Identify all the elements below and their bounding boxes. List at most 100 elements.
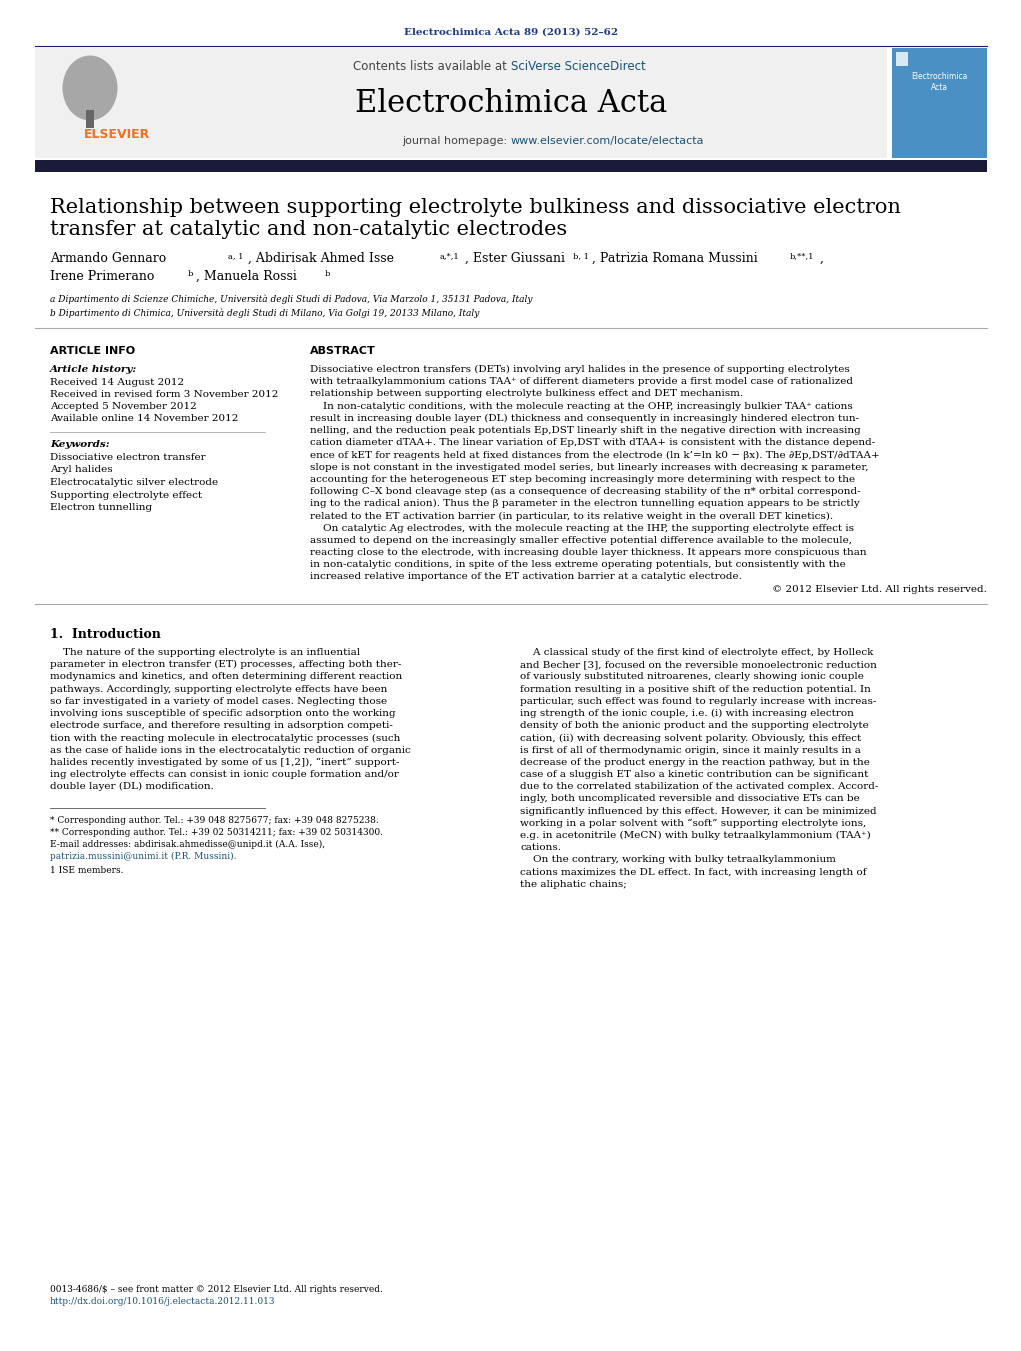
Text: A classical study of the first kind of electrolyte effect, by Holleck: A classical study of the first kind of e…: [520, 648, 873, 657]
Text: pathways. Accordingly, supporting electrolyte effects have been: pathways. Accordingly, supporting electr…: [50, 685, 387, 693]
Text: Article history:: Article history:: [50, 365, 137, 374]
Text: Received in revised form 3 November 2012: Received in revised form 3 November 2012: [50, 390, 279, 399]
Text: cations maximizes the DL effect. In fact, with increasing length of: cations maximizes the DL effect. In fact…: [520, 867, 867, 877]
Text: following C–X bond cleavage step (as a consequence of decreasing stability of th: following C–X bond cleavage step (as a c…: [310, 486, 861, 496]
Text: particular, such effect was found to regularly increase with increas-: particular, such effect was found to reg…: [520, 697, 876, 705]
Text: Keywords:: Keywords:: [50, 440, 109, 449]
Text: cations.: cations.: [520, 843, 561, 852]
Text: assumed to depend on the increasingly smaller effective potential difference ava: assumed to depend on the increasingly sm…: [310, 536, 852, 544]
Text: modynamics and kinetics, and often determining different reaction: modynamics and kinetics, and often deter…: [50, 673, 402, 681]
Text: Electron tunnelling: Electron tunnelling: [50, 503, 152, 512]
Text: ** Corresponding author. Tel.: +39 02 50314211; fax: +39 02 50314300.: ** Corresponding author. Tel.: +39 02 50…: [50, 828, 383, 838]
Text: Supporting electrolyte effect: Supporting electrolyte effect: [50, 490, 202, 500]
Text: b,**,1: b,**,1: [790, 253, 815, 259]
Text: , Patrizia Romana Mussini: , Patrizia Romana Mussini: [592, 253, 758, 265]
Text: result in increasing double layer (DL) thickness and consequently in increasingl: result in increasing double layer (DL) t…: [310, 413, 859, 423]
Text: ARTICLE INFO: ARTICLE INFO: [50, 346, 135, 357]
Text: as the case of halide ions in the electrocatalytic reduction of organic: as the case of halide ions in the electr…: [50, 746, 410, 755]
Text: patrizia.mussini@unimi.it (P.R. Mussini).: patrizia.mussini@unimi.it (P.R. Mussini)…: [50, 852, 237, 861]
Text: and Becher [3], focused on the reversible monoelectronic reduction: and Becher [3], focused on the reversibl…: [520, 661, 877, 669]
Text: transfer at catalytic and non-catalytic electrodes: transfer at catalytic and non-catalytic …: [50, 220, 568, 239]
Text: halides recently investigated by some of us [1,2]), “inert” support-: halides recently investigated by some of…: [50, 758, 399, 767]
Text: significantly influenced by this effect. However, it can be minimized: significantly influenced by this effect.…: [520, 807, 877, 816]
Text: www.elsevier.com/locate/electacta: www.elsevier.com/locate/electacta: [510, 136, 704, 146]
FancyBboxPatch shape: [35, 49, 887, 158]
Text: Electrochimica Acta 89 (2013) 52–62: Electrochimica Acta 89 (2013) 52–62: [404, 28, 618, 36]
Text: increased relative importance of the ET activation barrier at a catalytic electr: increased relative importance of the ET …: [310, 573, 742, 581]
Text: Dissociative electron transfers (DETs) involving aryl halides in the presence of: Dissociative electron transfers (DETs) i…: [310, 365, 849, 374]
Text: a Dipartimento di Scienze Chimiche, Università degli Studi di Padova, Via Marzol: a Dipartimento di Scienze Chimiche, Univ…: [50, 295, 533, 304]
Text: b, 1: b, 1: [573, 253, 589, 259]
Text: related to the ET activation barrier (in particular, to its relative weight in t: related to the ET activation barrier (in…: [310, 512, 833, 520]
Text: The nature of the supporting electrolyte is an influential: The nature of the supporting electrolyte…: [50, 648, 360, 657]
Text: On catalytic Ag electrodes, with the molecule reacting at the IHP, the supportin: On catalytic Ag electrodes, with the mol…: [310, 524, 854, 532]
Text: Electrocatalytic silver electrode: Electrocatalytic silver electrode: [50, 478, 218, 486]
Text: 1 ISE members.: 1 ISE members.: [50, 866, 124, 875]
FancyBboxPatch shape: [38, 51, 196, 153]
Text: Available online 14 November 2012: Available online 14 November 2012: [50, 413, 238, 423]
Text: Dissociative electron transfer: Dissociative electron transfer: [50, 453, 205, 462]
Text: slope is not constant in the investigated model series, but linearly increases w: slope is not constant in the investigate…: [310, 462, 869, 471]
Text: On the contrary, working with bulky tetraalkylammonium: On the contrary, working with bulky tetr…: [520, 855, 836, 865]
Text: 0013-4686/$ – see front matter © 2012 Elsevier Ltd. All rights reserved.: 0013-4686/$ – see front matter © 2012 El…: [50, 1285, 383, 1294]
Text: the aliphatic chains;: the aliphatic chains;: [520, 880, 627, 889]
Text: ing to the radical anion). Thus the β parameter in the electron tunnelling equat: ing to the radical anion). Thus the β pa…: [310, 500, 860, 508]
Text: electrode surface, and therefore resulting in adsorption competi-: electrode surface, and therefore resulti…: [50, 721, 393, 730]
Text: decrease of the product energy in the reaction pathway, but in the: decrease of the product energy in the re…: [520, 758, 870, 767]
Text: ELSEVIER: ELSEVIER: [84, 128, 150, 141]
Text: e.g. in acetonitrile (MeCN) with bulky tetraalkylammonium (TAA⁺): e.g. in acetonitrile (MeCN) with bulky t…: [520, 831, 871, 840]
Text: * Corresponding author. Tel.: +39 048 8275677; fax: +39 048 8275238.: * Corresponding author. Tel.: +39 048 82…: [50, 816, 379, 825]
Text: of variously substituted nitroarenes, clearly showing ionic couple: of variously substituted nitroarenes, cl…: [520, 673, 864, 681]
Text: SciVerse ScienceDirect: SciVerse ScienceDirect: [510, 59, 645, 73]
Text: ABSTRACT: ABSTRACT: [310, 346, 376, 357]
Text: , Manuela Rossi: , Manuela Rossi: [196, 270, 297, 282]
FancyBboxPatch shape: [35, 159, 987, 172]
Text: accounting for the heterogeneous ET step becoming increasingly more determining : accounting for the heterogeneous ET step…: [310, 474, 856, 484]
Ellipse shape: [62, 55, 117, 120]
Text: Armando Gennaro: Armando Gennaro: [50, 253, 166, 265]
Text: Electrochimica Acta: Electrochimica Acta: [355, 88, 667, 119]
Text: 1.  Introduction: 1. Introduction: [50, 628, 161, 640]
Text: is first of all of thermodynamic origin, since it mainly results in a: is first of all of thermodynamic origin,…: [520, 746, 861, 755]
Text: , Ester Giussani: , Ester Giussani: [465, 253, 565, 265]
Text: cation, (ii) with decreasing solvent polarity. Obviously, this effect: cation, (ii) with decreasing solvent pol…: [520, 734, 862, 743]
Text: b Dipartimento di Chimica, Università degli Studi di Milano, Via Golgi 19, 20133: b Dipartimento di Chimica, Università de…: [50, 309, 480, 319]
Text: in non-catalytic conditions, in spite of the less extreme operating potentials, : in non-catalytic conditions, in spite of…: [310, 561, 845, 569]
Text: Relationship between supporting electrolyte bulkiness and dissociative electron: Relationship between supporting electrol…: [50, 199, 901, 218]
Text: © 2012 Elsevier Ltd. All rights reserved.: © 2012 Elsevier Ltd. All rights reserved…: [772, 585, 987, 593]
Text: a, 1: a, 1: [228, 253, 243, 259]
Text: http://dx.doi.org/10.1016/j.electacta.2012.11.013: http://dx.doi.org/10.1016/j.electacta.20…: [50, 1297, 276, 1306]
Text: cation diameter dTAA+. The linear variation of Ep,DST with dTAA+ is consistent w: cation diameter dTAA+. The linear variat…: [310, 438, 875, 447]
Text: reacting close to the electrode, with increasing double layer thickness. It appe: reacting close to the electrode, with in…: [310, 549, 867, 557]
Text: a,*,1: a,*,1: [440, 253, 459, 259]
Text: working in a polar solvent with “soft” supporting electrolyte ions,: working in a polar solvent with “soft” s…: [520, 819, 866, 828]
Text: ,: ,: [820, 253, 824, 265]
Text: Aryl halides: Aryl halides: [50, 466, 112, 474]
FancyBboxPatch shape: [896, 51, 908, 66]
Text: tion with the reacting molecule in electrocatalytic processes (such: tion with the reacting molecule in elect…: [50, 734, 400, 743]
Text: case of a sluggish ET also a kinetic contribution can be significant: case of a sluggish ET also a kinetic con…: [520, 770, 869, 780]
FancyBboxPatch shape: [86, 109, 94, 128]
Text: Contents lists available at: Contents lists available at: [353, 59, 510, 73]
Text: Electrochimica
Acta: Electrochimica Acta: [911, 72, 967, 92]
Text: ingly, both uncomplicated reversible and dissociative ETs can be: ingly, both uncomplicated reversible and…: [520, 794, 860, 804]
Text: b: b: [325, 270, 331, 278]
Text: formation resulting in a positive shift of the reduction potential. In: formation resulting in a positive shift …: [520, 685, 871, 693]
Text: ing electrolyte effects can consist in ionic couple formation and/or: ing electrolyte effects can consist in i…: [50, 770, 399, 780]
Text: Accepted 5 November 2012: Accepted 5 November 2012: [50, 403, 197, 411]
Text: Received 14 August 2012: Received 14 August 2012: [50, 378, 184, 386]
Text: with tetraalkylammonium cations TAA⁺ of different diameters provide a first mode: with tetraalkylammonium cations TAA⁺ of …: [310, 377, 853, 386]
Text: b: b: [188, 270, 193, 278]
Text: density of both the anionic product and the supporting electrolyte: density of both the anionic product and …: [520, 721, 869, 730]
FancyBboxPatch shape: [892, 49, 987, 158]
Text: In non-catalytic conditions, with the molecule reacting at the OHP, increasingly: In non-catalytic conditions, with the mo…: [310, 401, 853, 411]
Text: involving ions susceptible of specific adsorption onto the working: involving ions susceptible of specific a…: [50, 709, 395, 717]
Text: ence of kET for reagents held at fixed distances from the electrode (ln k’=ln k0: ence of kET for reagents held at fixed d…: [310, 450, 880, 459]
Text: E-mail addresses: abdirisak.ahmedisse@unipd.it (A.A. Isse),: E-mail addresses: abdirisak.ahmedisse@un…: [50, 840, 325, 850]
Text: double layer (DL) modification.: double layer (DL) modification.: [50, 782, 213, 792]
Text: so far investigated in a variety of model cases. Neglecting those: so far investigated in a variety of mode…: [50, 697, 387, 705]
Text: parameter in electron transfer (ET) processes, affecting both ther-: parameter in electron transfer (ET) proc…: [50, 661, 401, 669]
Text: Irene Primerano: Irene Primerano: [50, 270, 154, 282]
Text: due to the correlated stabilization of the activated complex. Accord-: due to the correlated stabilization of t…: [520, 782, 878, 792]
Text: relationship between supporting electrolyte bulkiness effect and DET mechanism.: relationship between supporting electrol…: [310, 389, 743, 399]
